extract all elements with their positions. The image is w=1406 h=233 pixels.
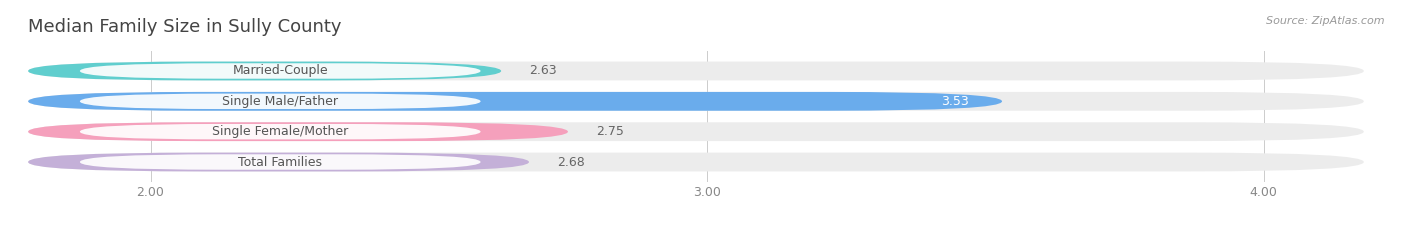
FancyBboxPatch shape xyxy=(80,154,481,170)
Text: 2.63: 2.63 xyxy=(529,65,557,78)
Text: Single Male/Father: Single Male/Father xyxy=(222,95,339,108)
Text: Total Families: Total Families xyxy=(238,155,322,168)
FancyBboxPatch shape xyxy=(28,122,1364,141)
FancyBboxPatch shape xyxy=(80,94,481,109)
Text: 3.53: 3.53 xyxy=(941,95,969,108)
FancyBboxPatch shape xyxy=(80,63,481,79)
Text: Single Female/Mother: Single Female/Mother xyxy=(212,125,349,138)
Text: Median Family Size in Sully County: Median Family Size in Sully County xyxy=(28,18,342,36)
Text: Source: ZipAtlas.com: Source: ZipAtlas.com xyxy=(1267,16,1385,26)
Text: 2.68: 2.68 xyxy=(557,155,585,168)
FancyBboxPatch shape xyxy=(80,124,481,139)
FancyBboxPatch shape xyxy=(28,62,1364,80)
FancyBboxPatch shape xyxy=(28,62,501,80)
FancyBboxPatch shape xyxy=(28,122,568,141)
FancyBboxPatch shape xyxy=(28,153,1364,171)
FancyBboxPatch shape xyxy=(28,92,1364,111)
Text: 2.75: 2.75 xyxy=(596,125,624,138)
Text: Married-Couple: Married-Couple xyxy=(232,65,328,78)
FancyBboxPatch shape xyxy=(28,92,1002,111)
FancyBboxPatch shape xyxy=(28,153,529,171)
